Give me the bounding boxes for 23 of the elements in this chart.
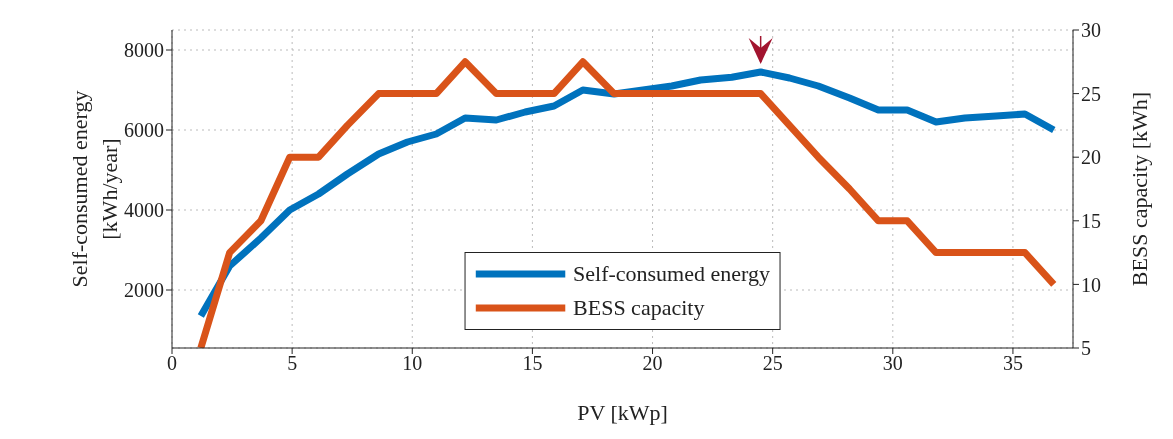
x-tick-label: 0 [167,352,177,375]
x-tick-label: 15 [522,352,543,375]
y2-tick-label: 20 [1081,146,1101,169]
y-tick-label: 4000 [124,199,164,222]
y2-axis-title: BESS capacity [kWh] [1126,91,1152,287]
x-axis-title: PV [kWp] [577,400,668,425]
y2-tick-label: 10 [1081,273,1101,296]
x-tick-label: 25 [762,352,783,375]
legend-label: BESS capacity [573,295,705,321]
x-tick-label: 30 [882,352,903,375]
x-tick-label: 35 [1002,352,1023,375]
x-tick-label: 5 [287,352,298,375]
legend-label: Self-consumed energy [573,261,770,287]
x-tick-label: 20 [642,352,663,375]
y2-tick-label: 15 [1081,209,1101,232]
y-axis-title: Self-consumed energy [kWh/year] [66,90,122,288]
y2-tick-label: 5 [1081,337,1091,360]
y2-tick-label: 30 [1081,19,1101,42]
y-tick-label: 8000 [124,39,164,62]
y-tick-label: 6000 [124,119,164,142]
y-tick-label: 2000 [124,279,164,302]
y2-tick-label: 25 [1081,82,1101,105]
x-tick-label: 10 [402,352,423,375]
